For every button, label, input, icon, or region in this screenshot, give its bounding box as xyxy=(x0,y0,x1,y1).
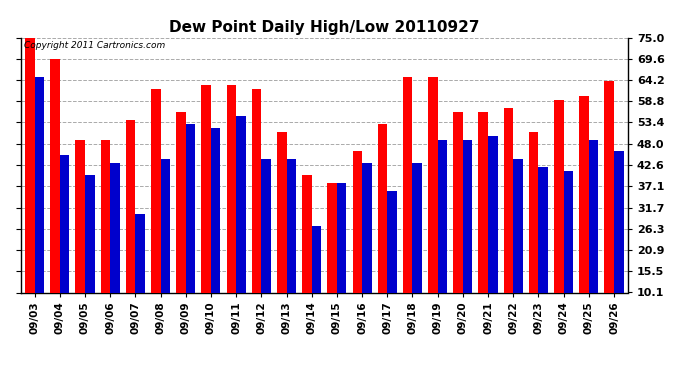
Bar xyxy=(403,77,413,332)
Bar xyxy=(614,152,624,332)
Bar xyxy=(85,175,95,332)
Bar xyxy=(529,132,538,332)
Bar xyxy=(337,183,346,332)
Bar xyxy=(25,38,34,332)
Bar xyxy=(34,77,44,332)
Bar xyxy=(437,140,447,332)
Bar xyxy=(478,112,488,332)
Bar xyxy=(564,171,573,332)
Bar xyxy=(589,140,598,332)
Bar xyxy=(151,88,161,332)
Bar xyxy=(262,159,271,332)
Bar xyxy=(101,140,110,332)
Bar xyxy=(302,175,312,332)
Bar xyxy=(277,132,286,332)
Title: Dew Point Daily High/Low 20110927: Dew Point Daily High/Low 20110927 xyxy=(169,20,480,35)
Bar xyxy=(312,226,322,332)
Bar xyxy=(362,163,372,332)
Bar xyxy=(463,140,473,332)
Bar xyxy=(226,85,236,332)
Bar xyxy=(252,88,262,332)
Bar xyxy=(211,128,221,332)
Bar xyxy=(201,85,211,332)
Bar xyxy=(161,159,170,332)
Bar xyxy=(236,116,246,332)
Bar xyxy=(126,120,135,332)
Bar xyxy=(353,152,362,332)
Bar xyxy=(453,112,463,332)
Bar xyxy=(604,81,614,332)
Bar xyxy=(488,136,497,332)
Bar xyxy=(538,167,548,332)
Bar xyxy=(60,155,69,332)
Bar xyxy=(377,124,387,332)
Bar xyxy=(186,124,195,332)
Bar xyxy=(387,191,397,332)
Bar xyxy=(327,183,337,332)
Bar xyxy=(75,140,85,332)
Bar xyxy=(176,112,186,332)
Bar xyxy=(110,163,120,332)
Bar xyxy=(504,108,513,332)
Bar xyxy=(513,159,523,332)
Bar xyxy=(286,159,296,332)
Bar xyxy=(554,100,564,332)
Bar xyxy=(135,214,145,332)
Bar xyxy=(413,163,422,332)
Bar xyxy=(50,59,60,332)
Text: Copyright 2011 Cartronics.com: Copyright 2011 Cartronics.com xyxy=(23,41,165,50)
Bar xyxy=(580,96,589,332)
Bar xyxy=(428,77,437,332)
